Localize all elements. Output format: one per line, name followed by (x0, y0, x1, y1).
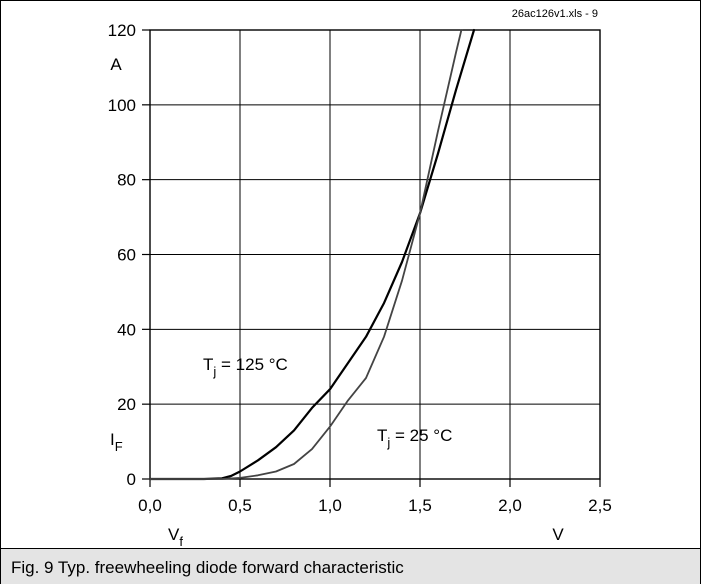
x-tick-label-2: 1,0 (318, 496, 342, 515)
x-axis-label: Vf (168, 525, 183, 546)
y-axis-label-main: I (110, 430, 115, 449)
y-tick-label-0: 0 (127, 470, 136, 489)
caption-bar: Fig. 9 Typ. freewheeling diode forward c… (1, 548, 700, 584)
x-tick-label-0: 0,0 (138, 496, 162, 515)
y-axis-label-sub: F (115, 439, 123, 454)
x-tick-label-4: 2,0 (498, 496, 522, 515)
grid-lines (149, 29, 601, 480)
series-label-tj125: Tj = 125 °C (203, 355, 288, 379)
x-axis-label-sub: f (179, 534, 183, 546)
x-tick-label-1: 0,5 (228, 496, 252, 515)
series-lines (148, 28, 476, 481)
figure-caption: Fig. 9 Typ. freewheeling diode forward c… (11, 558, 404, 577)
y-tick-label-3: 60 (117, 246, 136, 265)
series-line-tj25 (149, 29, 463, 480)
series-label-tj25-main: T (377, 426, 387, 445)
y-tick-label-6: 120 (108, 21, 136, 40)
x-axis-label-main: V (168, 525, 180, 544)
file-label: 26ac126v1.xls - 9 (512, 8, 598, 20)
x-axis-ticks: 0,0 0,5 1,0 1,5 2,0 2,5 (138, 479, 612, 515)
series-label-tj125-rest: = 125 °C (216, 355, 288, 374)
series-label-tj25: Tj = 25 °C (377, 426, 452, 450)
y-axis-ticks: 0 20 40 60 80 100 120 (108, 21, 150, 489)
y-tick-label-4: 80 (117, 171, 136, 190)
y-unit-label: A (110, 55, 122, 74)
y-tick-label-5: 100 (108, 96, 136, 115)
series-label-tj25-sub: j (386, 435, 390, 450)
series-label-tj125-sub: j (212, 364, 216, 379)
chart-plot: 0 20 40 60 80 100 120 0,0 0,5 1,0 1,5 2,0 2,5 26ac1… (108, 8, 612, 546)
x-tick-label-5: 2,5 (588, 496, 612, 515)
y-tick-label-1: 20 (117, 395, 136, 414)
y-tick-label-2: 40 (117, 320, 136, 339)
y-axis-label: IF (110, 430, 123, 454)
series-label-tj125-main: T (203, 355, 213, 374)
series-label-tj25-rest: = 25 °C (390, 426, 452, 445)
x-unit-label: V (552, 525, 564, 544)
x-tick-label-3: 1,5 (408, 496, 432, 515)
